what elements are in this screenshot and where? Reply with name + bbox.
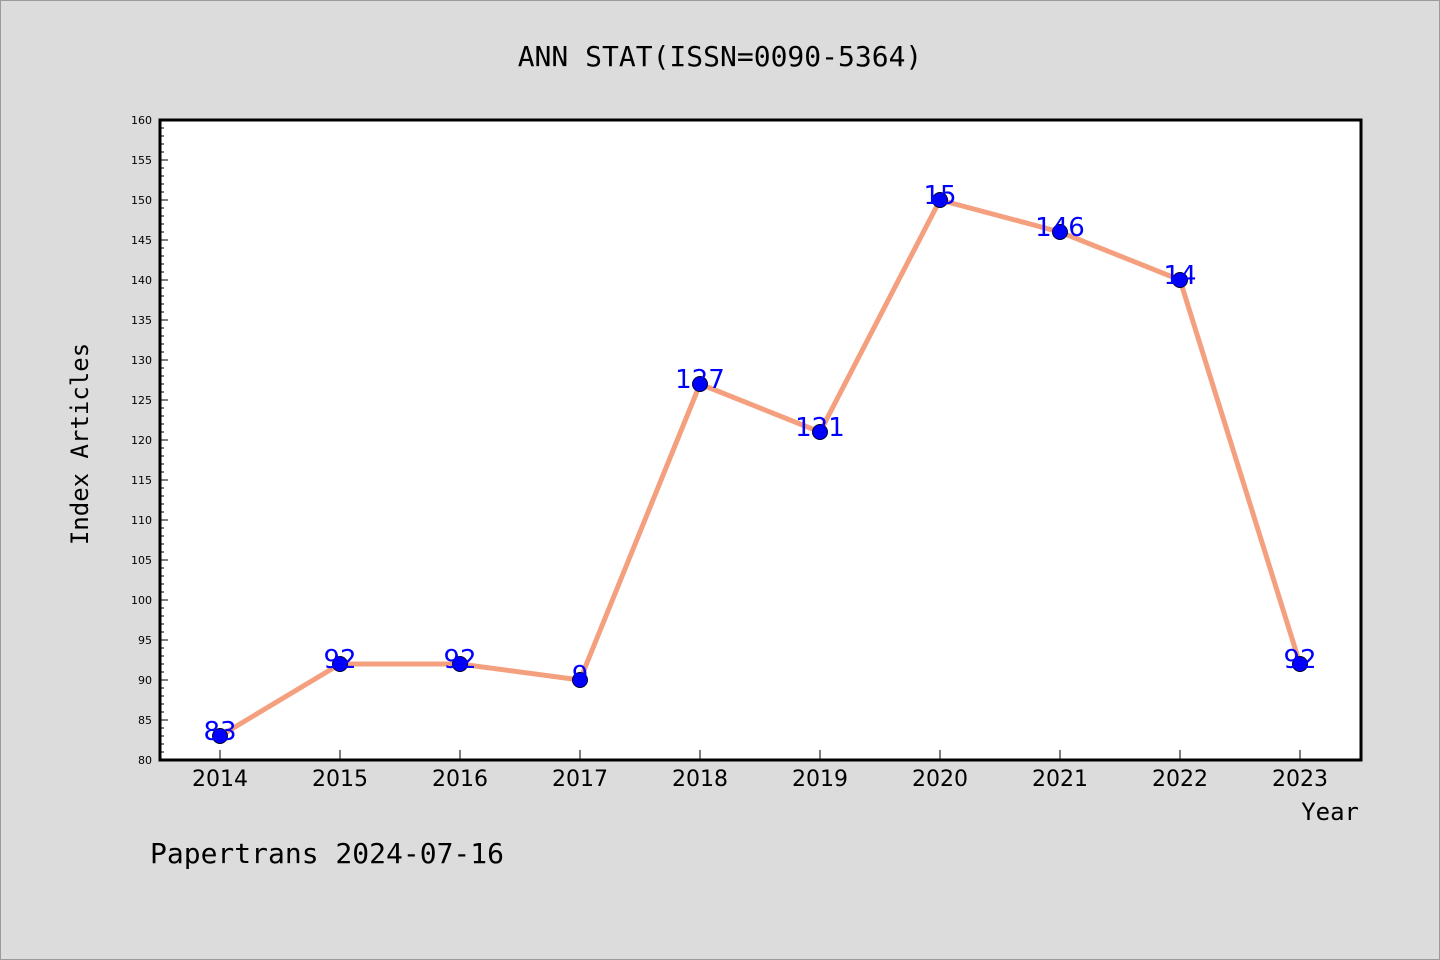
data-point [212, 728, 228, 744]
y-tick-label: 160 [131, 114, 152, 127]
y-tick-label: 105 [131, 554, 152, 567]
y-tick-label: 100 [131, 594, 152, 607]
y-tick-label: 115 [131, 474, 152, 487]
y-tick-label: 135 [131, 314, 152, 327]
y-tick-label: 130 [131, 354, 152, 367]
chart-title: ANN STAT(ISSN=0090-5364) [518, 40, 923, 73]
data-label: 9 [572, 661, 589, 691]
y-axis-ticks: 80 85 90 95 100 105 110 115 120 125 130 135 140 145 15… [131, 114, 168, 767]
data-point [1052, 224, 1068, 240]
data-point [1172, 272, 1188, 288]
x-axis-title: Year [1301, 798, 1359, 826]
x-tick-label: 2014 [192, 767, 248, 792]
data-label: 127 [675, 365, 725, 395]
y-tick-label: 150 [131, 194, 152, 207]
series-polyline [217, 197, 1303, 739]
y-tick-label: 95 [138, 634, 152, 647]
y-tick-label: 90 [138, 674, 152, 687]
data-point [692, 376, 708, 392]
x-tick-label: 2015 [312, 767, 368, 792]
y-tick-label: 125 [131, 394, 152, 407]
y-tick-label: 120 [131, 434, 152, 447]
plot-area [158, 118, 1363, 762]
data-label: 121 [795, 413, 845, 443]
y-tick-label: 155 [131, 154, 152, 167]
y-axis-title: Index Articles [66, 343, 94, 545]
series-line [217, 197, 1303, 739]
x-tick-label: 2020 [912, 767, 968, 792]
x-tick-label: 2021 [1032, 767, 1088, 792]
y-tick-label: 140 [131, 274, 152, 287]
data-labels: 83 92 92 9 127 121 15 146 14 92 [203, 181, 1316, 747]
data-label: 92 [323, 645, 356, 675]
data-label: 92 [1283, 645, 1316, 675]
data-point [932, 192, 948, 208]
data-label: 14 [1163, 261, 1196, 291]
data-point [812, 424, 828, 440]
data-label: 92 [443, 645, 476, 675]
series-markers [212, 192, 1308, 744]
data-point [572, 672, 588, 688]
y-tick-label: 85 [138, 714, 152, 727]
x-tick-label: 2016 [432, 767, 488, 792]
data-label: 15 [923, 181, 956, 211]
data-point [452, 656, 468, 672]
x-axis-ticks: 2014 2015 2016 2017 2018 2019 2020 2021 2022 2023 [192, 750, 1328, 792]
y-tick-label: 80 [138, 754, 152, 767]
x-tick-label: 2022 [1152, 767, 1208, 792]
x-tick-label: 2023 [1272, 767, 1328, 792]
y-tick-label: 110 [131, 514, 152, 527]
footer-stamp: Papertrans 2024-07-16 [150, 837, 504, 870]
y-tick-label: 145 [131, 234, 152, 247]
x-tick-label: 2019 [792, 767, 848, 792]
data-label: 146 [1035, 213, 1085, 243]
data-point [332, 656, 348, 672]
x-tick-label: 2018 [672, 767, 728, 792]
x-tick-label: 2017 [552, 767, 608, 792]
data-label: 83 [203, 717, 236, 747]
data-point [1292, 656, 1308, 672]
